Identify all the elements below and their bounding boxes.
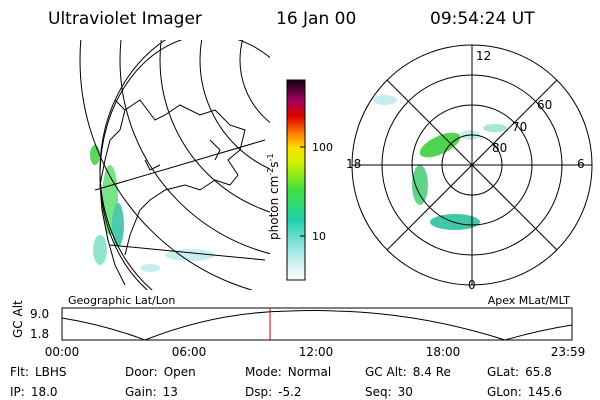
status-item: Seq: 30	[365, 385, 413, 399]
colorbar-label: photon cm-2s-1	[266, 153, 281, 240]
x-label: 23:59	[551, 345, 586, 359]
status-key: Door:	[125, 365, 158, 379]
status-value: -5.2	[278, 385, 301, 399]
status-key: Dsp:	[245, 385, 272, 399]
status-key: GC Alt:	[365, 365, 407, 379]
lat-label: 70	[512, 120, 527, 134]
mlt-label: 6	[577, 157, 585, 171]
status-panel: Flt: LBHS Door: Open Mode: Normal GC Alt: 8.4 R…	[10, 365, 562, 399]
status-value: 145.6	[528, 385, 562, 399]
lat-label: 60	[537, 98, 552, 112]
altitude-plot: GC Alt 9.0 1.8 00:00 06:00 12:00 18:00 2…	[11, 300, 585, 359]
status-item: GC Alt: 8.4 Re	[365, 365, 451, 379]
status-item: Dsp: -5.2	[245, 385, 302, 399]
status-key: Gain:	[125, 385, 157, 399]
status-value: 65.8	[525, 365, 552, 379]
status-value: Normal	[288, 365, 331, 379]
status-item: Mode: Normal	[245, 365, 331, 379]
colorbar	[286, 79, 306, 281]
status-value: LBHS	[35, 365, 67, 379]
mlt-label: 0	[468, 278, 476, 292]
status-key: Mode:	[245, 365, 282, 379]
mlt-label: 18	[346, 157, 361, 171]
y-label: 1.8	[30, 327, 49, 341]
y-label: 9.0	[30, 307, 49, 321]
status-key: GLat:	[487, 365, 519, 379]
status-value: 8.4 Re	[413, 365, 451, 379]
x-label: 06:00	[172, 345, 207, 359]
geographic-map	[79, 40, 270, 290]
lat-label: 80	[492, 141, 507, 155]
status-key: IP:	[10, 385, 25, 399]
status-key: Seq:	[365, 385, 392, 399]
status-value: Open	[164, 365, 196, 379]
unit-exp: -2	[266, 168, 275, 176]
status-value: 13	[163, 385, 178, 399]
time: 09:54:24 UT	[430, 9, 535, 29]
status-value: 18.0	[31, 385, 58, 399]
date: 16 Jan 00	[276, 9, 356, 29]
polar-plot: 12 18 6 0 80 70 60	[346, 44, 593, 292]
x-label: 00:00	[45, 345, 80, 359]
status-key: Flt:	[10, 365, 29, 379]
status-item: IP: 18.0	[10, 385, 58, 399]
unit-exp: -1	[266, 153, 275, 161]
title: Ultraviolet Imager	[48, 9, 202, 29]
mlt-label: 12	[476, 49, 491, 63]
status-item: GLon: 145.6	[487, 385, 562, 399]
axis-label: GC Alt	[11, 300, 25, 338]
unit: s	[267, 161, 281, 167]
panel-label: Geographic Lat/Lon	[68, 294, 175, 307]
status-value: 30	[398, 385, 413, 399]
colorbar-tick: 10	[312, 230, 326, 243]
status-item: Door: Open	[125, 365, 196, 379]
panel-label: Apex MLat/MLT	[488, 294, 571, 307]
status-item: GLat: 65.8	[487, 365, 552, 379]
x-label: 12:00	[299, 345, 334, 359]
unit: photon cm	[267, 176, 281, 240]
status-item: Flt: LBHS	[10, 365, 67, 379]
status-key: GLon:	[487, 385, 522, 399]
colorbar-tick: 100	[312, 141, 333, 154]
status-item: Gain: 13	[125, 385, 178, 399]
x-label: 18:00	[426, 345, 461, 359]
